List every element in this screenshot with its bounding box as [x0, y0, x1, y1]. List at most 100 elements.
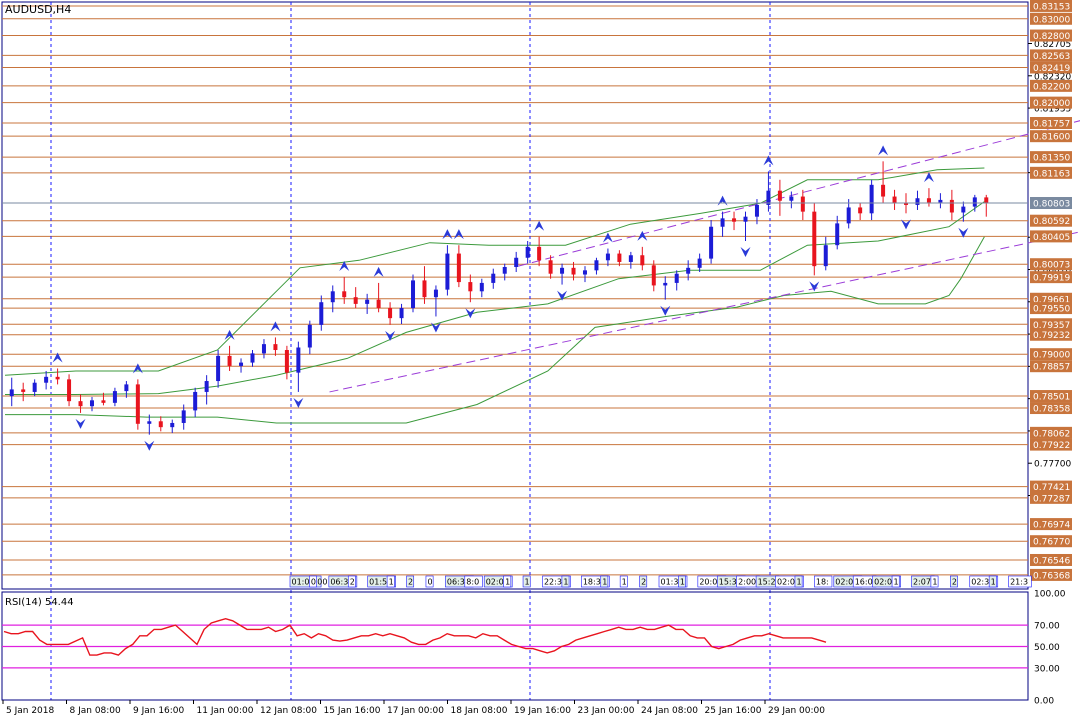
- fractal-down-70: [809, 281, 820, 292]
- fractal-down-83: [958, 227, 969, 238]
- level-tag-label-29: 0.76546: [1033, 556, 1070, 566]
- level-tag-bg-30: [1030, 568, 1072, 581]
- level-tag-label-13: 0.80073: [1033, 261, 1070, 271]
- price-tick-label-5: 0.80010: [1034, 266, 1071, 276]
- candle-body-69: [800, 196, 805, 212]
- fractal-up-80: [923, 172, 934, 183]
- candle-body-2: [32, 382, 37, 392]
- candle-body-45: [525, 246, 530, 258]
- time-strip-box-6: [406, 575, 415, 588]
- candle-body-76: [881, 184, 886, 197]
- time-strip-box-33: [930, 575, 939, 588]
- level-tag-label-26: 0.77287: [1033, 494, 1070, 504]
- fractal-up-19: [224, 329, 235, 340]
- level-tag-bg-3: [1030, 49, 1072, 62]
- time-tick-label-7: 18 Jan 08:00: [451, 706, 508, 716]
- time-tick-label-12: 29 Jan 00:00: [768, 706, 825, 716]
- candle-body-59: [686, 267, 691, 274]
- candle-body-20: [239, 362, 244, 366]
- candle-body-62: [720, 218, 725, 227]
- level-tag-bg-11: [1030, 214, 1072, 227]
- lower-trendline: [329, 231, 1080, 393]
- level-tag-label-12: 0.80405: [1033, 233, 1070, 243]
- candlesticks: [9, 161, 989, 435]
- candle-body-44: [514, 257, 519, 267]
- time-strip-label-24: 15:2: [758, 578, 776, 587]
- level-tag-label-6: 0.82000: [1033, 99, 1070, 109]
- fractal-down-57: [660, 305, 671, 316]
- price-tick-label-11: 0.77700: [1034, 460, 1071, 470]
- main-pane-frame: [1, 1, 1029, 590]
- time-strip-label-28: 02:00: [835, 578, 858, 587]
- time-strip-label-9: 8:0: [466, 578, 479, 587]
- time-strip-box-35: [969, 575, 999, 588]
- rsi-line: [3, 617, 827, 656]
- candle-body-56: [651, 265, 656, 286]
- rsi-tick-label-3: 30.00: [1034, 664, 1060, 674]
- time-strip-label-35: 02:30: [971, 578, 994, 587]
- fractal-up-52: [602, 232, 613, 243]
- rsi-tick-label-1: 70.00: [1034, 622, 1060, 632]
- time-strip-box-27: [814, 575, 833, 588]
- fractal-down-12: [144, 440, 155, 451]
- level-tag-label-9: 0.81350: [1033, 154, 1070, 164]
- candle-body-4: [55, 376, 60, 380]
- candle-body-72: [835, 223, 840, 246]
- candle-body-50: [582, 270, 587, 275]
- time-tick-label-5: 15 Jan 16:00: [324, 706, 381, 716]
- candle-body-81: [938, 199, 943, 203]
- rsi-tick-label-2: 50.00: [1034, 643, 1060, 653]
- candle-body-52: [605, 253, 610, 261]
- time-strip-label-31: 1: [894, 578, 899, 587]
- level-tag-label-24: 0.77922: [1033, 441, 1070, 451]
- time-strip-box-5: [386, 575, 395, 588]
- time-strip-label-1: 0: [311, 578, 316, 587]
- level-tag-bg-10: [1030, 166, 1072, 179]
- level-tag-label-23: 0.78062: [1033, 429, 1070, 439]
- time-strip-label-13: 22:30: [544, 578, 567, 587]
- time-strip-box-36: [988, 575, 997, 588]
- time-strip-label-2: 06:30: [330, 578, 353, 587]
- candle-body-22: [261, 344, 266, 354]
- level-tag-bg-23: [1030, 426, 1072, 439]
- level-tag-bg-19: [1030, 348, 1072, 361]
- candle-body-29: [342, 291, 347, 298]
- level-price-tags: 0.83153 0.83000 0.82800 0.82563 0.82419 0.822…: [1030, 0, 1072, 581]
- level-tag-bg-25: [1030, 480, 1072, 493]
- candle-body-82: [949, 199, 954, 213]
- level-tag-label-5: 0.82200: [1033, 82, 1070, 92]
- time-strip-box-4: [367, 575, 396, 588]
- fractal-up-23: [270, 321, 281, 332]
- candle-body-83: [961, 206, 966, 213]
- candle-body-42: [491, 273, 496, 283]
- time-strip-box-37: [1008, 575, 1032, 588]
- time-strip-box-9: [464, 575, 483, 588]
- time-strip: 01:08:00006:30201:5012006:308:002:001122…: [289, 575, 1032, 588]
- candle-body-0: [9, 389, 14, 397]
- candle-body-30: [353, 297, 358, 304]
- time-strip-box-12: [522, 575, 531, 588]
- time-strip-label-14: 1: [563, 578, 568, 587]
- candle-body-21: [250, 353, 255, 363]
- fractal-down-33: [385, 330, 396, 341]
- level-tag-label-16: 0.79550: [1033, 305, 1070, 315]
- candle-body-38: [445, 253, 450, 290]
- level-tag-label-25: 0.77421: [1033, 483, 1070, 493]
- candle-body-73: [846, 207, 851, 224]
- time-strip-box-20: [678, 575, 686, 588]
- candle-body-33: [388, 308, 393, 319]
- time-strip-box-15: [581, 575, 610, 588]
- fractal-down-78: [901, 219, 912, 230]
- candle-body-63: [732, 218, 737, 222]
- time-strip-box-10: [483, 575, 513, 588]
- level-tag-label-30: 0.76368: [1033, 571, 1070, 581]
- fractal-up-39: [453, 229, 464, 240]
- candle-body-34: [399, 308, 404, 319]
- time-strip-box-2: [328, 575, 358, 588]
- candle-body-5: [67, 379, 72, 402]
- fractal-arrows: [52, 145, 969, 451]
- candle-body-61: [709, 226, 714, 259]
- candle-body-60: [697, 258, 702, 268]
- price-tick-label-1: 0.82320: [1034, 72, 1071, 82]
